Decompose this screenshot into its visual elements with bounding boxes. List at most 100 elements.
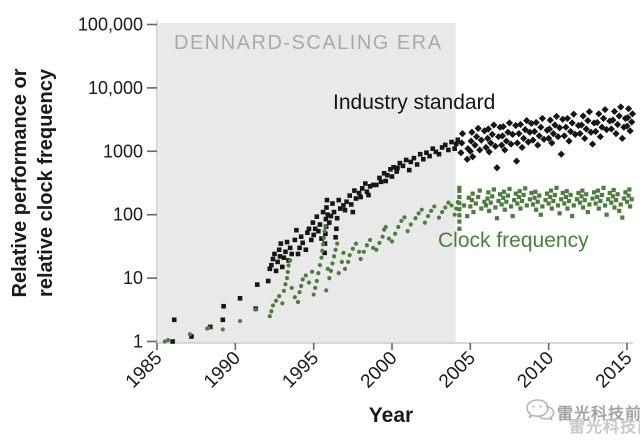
data-point xyxy=(347,253,352,258)
data-point xyxy=(405,229,410,234)
x-axis-title: Year xyxy=(368,404,414,427)
data-point xyxy=(515,130,523,138)
data-point xyxy=(574,197,579,202)
data-point xyxy=(458,130,467,138)
data-point xyxy=(510,214,515,219)
data-point xyxy=(298,234,304,239)
data-point xyxy=(623,190,628,195)
data-point xyxy=(629,197,634,202)
data-point xyxy=(371,245,376,250)
data-point xyxy=(388,167,393,172)
data-point xyxy=(416,211,421,216)
data-point xyxy=(488,200,493,205)
data-point xyxy=(446,200,451,205)
data-point xyxy=(189,334,194,339)
data-point xyxy=(299,283,304,289)
data-point xyxy=(322,250,327,256)
series-label-industry-standard: Industry standard xyxy=(333,91,496,114)
data-point xyxy=(425,214,431,219)
data-point xyxy=(323,231,328,237)
data-point xyxy=(512,121,520,130)
data-point xyxy=(551,198,556,204)
data-point xyxy=(449,139,454,145)
data-point xyxy=(389,239,395,244)
data-point xyxy=(323,216,329,222)
data-point xyxy=(457,213,462,218)
data-point xyxy=(300,277,305,282)
data-point xyxy=(350,246,355,251)
data-point xyxy=(513,191,518,196)
data-point xyxy=(374,247,379,252)
data-point xyxy=(577,200,583,205)
y-axis-ticks: 1 10 100 1000 10,000 100,000 xyxy=(78,15,157,352)
y-tick-label: 10,000 xyxy=(88,78,143,98)
data-point xyxy=(626,127,634,135)
data-point xyxy=(287,245,293,251)
data-point xyxy=(317,222,323,227)
data-point xyxy=(187,332,192,337)
data-point xyxy=(568,119,576,127)
data-point xyxy=(400,163,406,169)
data-point xyxy=(612,205,617,210)
data-point xyxy=(334,215,340,221)
data-point xyxy=(628,118,636,126)
data-point xyxy=(607,125,615,133)
data-point xyxy=(461,203,467,208)
data-point xyxy=(524,203,529,208)
data-point xyxy=(333,247,338,252)
data-point xyxy=(582,197,587,203)
data-point xyxy=(342,207,348,213)
data-point xyxy=(487,139,495,147)
data-point xyxy=(529,136,537,144)
data-point xyxy=(417,151,423,157)
data-point xyxy=(457,194,462,200)
data-point xyxy=(498,141,506,149)
data-point xyxy=(327,276,332,281)
data-point xyxy=(321,235,326,241)
data-point xyxy=(283,249,288,255)
data-point xyxy=(469,153,477,161)
data-point xyxy=(487,208,492,213)
data-point xyxy=(601,105,609,114)
data-point xyxy=(367,237,373,243)
data-point xyxy=(289,285,294,291)
axes xyxy=(156,20,633,344)
data-point xyxy=(331,254,337,259)
data-point xyxy=(237,296,243,301)
data-point xyxy=(480,127,489,135)
data-point xyxy=(380,234,385,239)
data-point xyxy=(485,196,490,201)
data-point xyxy=(339,259,344,265)
data-point xyxy=(367,184,373,189)
data-point xyxy=(319,236,324,241)
data-point xyxy=(457,185,462,190)
data-point xyxy=(357,249,362,254)
data-point xyxy=(482,143,490,152)
data-point xyxy=(615,192,620,197)
data-point xyxy=(526,128,534,136)
data-point xyxy=(579,112,587,120)
data-point xyxy=(468,128,476,136)
data-point xyxy=(457,201,462,206)
data-point xyxy=(347,193,352,198)
data-point xyxy=(496,123,504,131)
x-tick-label: 2005 xyxy=(435,348,480,393)
data-point xyxy=(328,268,333,273)
data-point xyxy=(377,240,382,245)
data-point xyxy=(396,224,401,230)
x-axis-ticks: 1985 1990 1995 2000 2005 2010 2015 xyxy=(122,343,637,392)
chat-bubbles-icon xyxy=(526,399,555,422)
data-point xyxy=(466,195,471,200)
data-point xyxy=(280,301,285,306)
data-point xyxy=(170,339,175,344)
data-point xyxy=(530,127,539,136)
data-point xyxy=(276,247,282,253)
data-point xyxy=(320,242,326,247)
data-point xyxy=(473,133,481,141)
data-point xyxy=(278,241,284,246)
y-tick-label: 10 xyxy=(123,268,143,288)
dennard-era-band xyxy=(158,23,456,343)
data-point xyxy=(609,116,617,124)
data-point xyxy=(628,110,637,118)
data-point xyxy=(560,190,565,196)
